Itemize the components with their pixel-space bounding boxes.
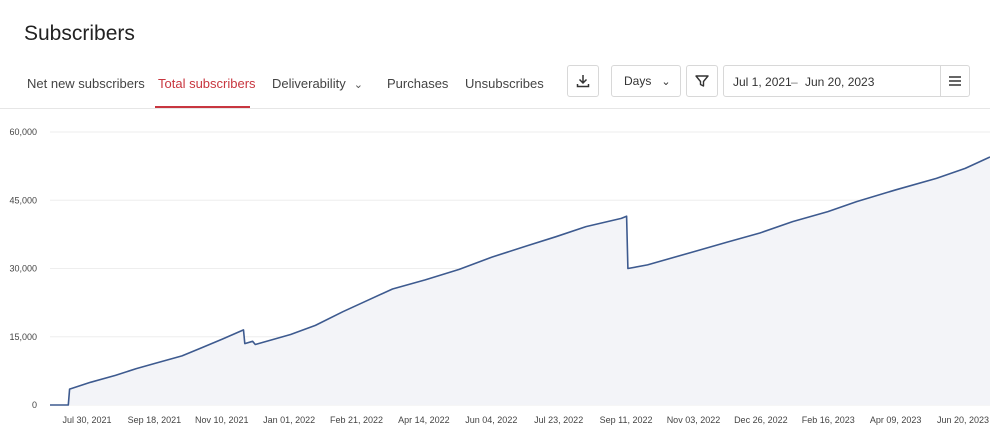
data-point [555,235,557,237]
data-point [491,256,493,258]
x-tick-label: Jan 01, 2022 [263,415,315,425]
interval-select[interactable]: Days ⌄ [611,65,681,97]
data-point [251,340,253,342]
date-to[interactable]: Jun 20, 2023 [805,75,875,89]
data-point [314,324,316,326]
download-icon [576,75,590,88]
y-tick-label: 60,000 [9,127,37,137]
x-axis: Jul 30, 2021 Sep 18, 2021 Nov 10, 2021 Jan … [62,415,989,425]
data-point [391,288,393,290]
y-tick-label: 15,000 [9,332,37,342]
data-point [458,268,460,270]
data-point [625,215,627,217]
data-point [155,362,157,364]
date-range-menu-button[interactable] [940,66,969,96]
y-tick-label: 30,000 [9,264,37,274]
data-point [646,264,648,266]
data-point [964,167,966,169]
filter-icon [695,75,709,87]
header-divider [0,108,990,109]
data-point [200,346,202,348]
x-tick-label: Feb 16, 2023 [802,415,855,425]
filter-button[interactable] [686,65,718,97]
chevron-down-icon: ⌄ [353,79,363,91]
tab-deliverability[interactable]: Deliverability ⌄ [272,62,363,106]
total-subscribers-chart: 0 15,000 30,000 45,000 60,000 Jul 30, 2021 Se… [9,127,990,425]
data-point [289,333,291,335]
date-separator: – [791,75,798,89]
data-point [585,225,587,227]
data-point [135,367,137,369]
x-tick-label: Jun 04, 2022 [465,415,517,425]
y-tick-label: 0 [32,400,37,410]
data-point [620,217,622,219]
data-point [424,279,426,281]
x-tick-label: Jul 30, 2021 [62,415,111,425]
data-point [791,220,793,222]
data-point [67,404,69,406]
x-tick-label: Jul 23, 2022 [534,415,583,425]
series-area [50,157,990,405]
data-point [827,210,829,212]
x-tick-label: Nov 03, 2022 [667,415,721,425]
tab-purchases[interactable]: Purchases [387,76,449,91]
data-point [342,311,344,313]
x-tick-label: Nov 10, 2021 [195,415,249,425]
data-point [221,338,223,340]
data-point [244,342,246,344]
data-point [89,381,91,383]
active-tab-indicator [155,106,250,108]
tab-net-new-subscribers[interactable]: Net new subscribers [27,76,145,91]
series-line [50,156,990,406]
data-point [935,177,937,179]
data-point [49,404,51,406]
data-point [759,232,761,234]
data-point [895,189,897,191]
tab-deliverability-label: Deliverability [272,76,346,91]
y-axis: 0 15,000 30,000 45,000 60,000 [9,127,37,410]
data-point [242,329,244,331]
x-tick-label: Apr 14, 2022 [398,415,450,425]
data-point [181,355,183,357]
data-point [627,267,629,269]
data-point [726,241,728,243]
data-point [689,251,691,253]
page-title: Subscribers [24,22,135,45]
download-button[interactable] [567,65,599,97]
x-tick-label: Dec 26, 2022 [734,415,788,425]
data-point [526,245,528,247]
x-tick-label: Sep 11, 2022 [600,415,653,425]
interval-select-value: Days [624,74,652,88]
data-point [855,200,857,202]
tab-total-subscribers[interactable]: Total subscribers [158,76,256,91]
data-point [366,299,368,301]
data-point [114,374,116,376]
x-tick-label: Jun 20, 2023 [937,415,989,425]
x-tick-label: Sep 18, 2021 [128,415,182,425]
data-point [68,388,70,390]
x-tick-label: Apr 09, 2023 [870,415,922,425]
chevron-down-icon: ⌄ [661,75,671,88]
y-tick-label: 45,000 [9,195,37,205]
tab-bar: Net new subscribers Total subscribers De… [0,62,560,108]
menu-icon [949,76,961,86]
date-range-picker[interactable]: Jul 1, 2021 – Jun 20, 2023 [723,65,970,97]
x-tick-label: Feb 21, 2022 [330,415,383,425]
date-from[interactable]: Jul 1, 2021 [733,75,792,89]
tab-unsubscribes[interactable]: Unsubscribes [465,76,544,91]
data-point [254,343,256,345]
